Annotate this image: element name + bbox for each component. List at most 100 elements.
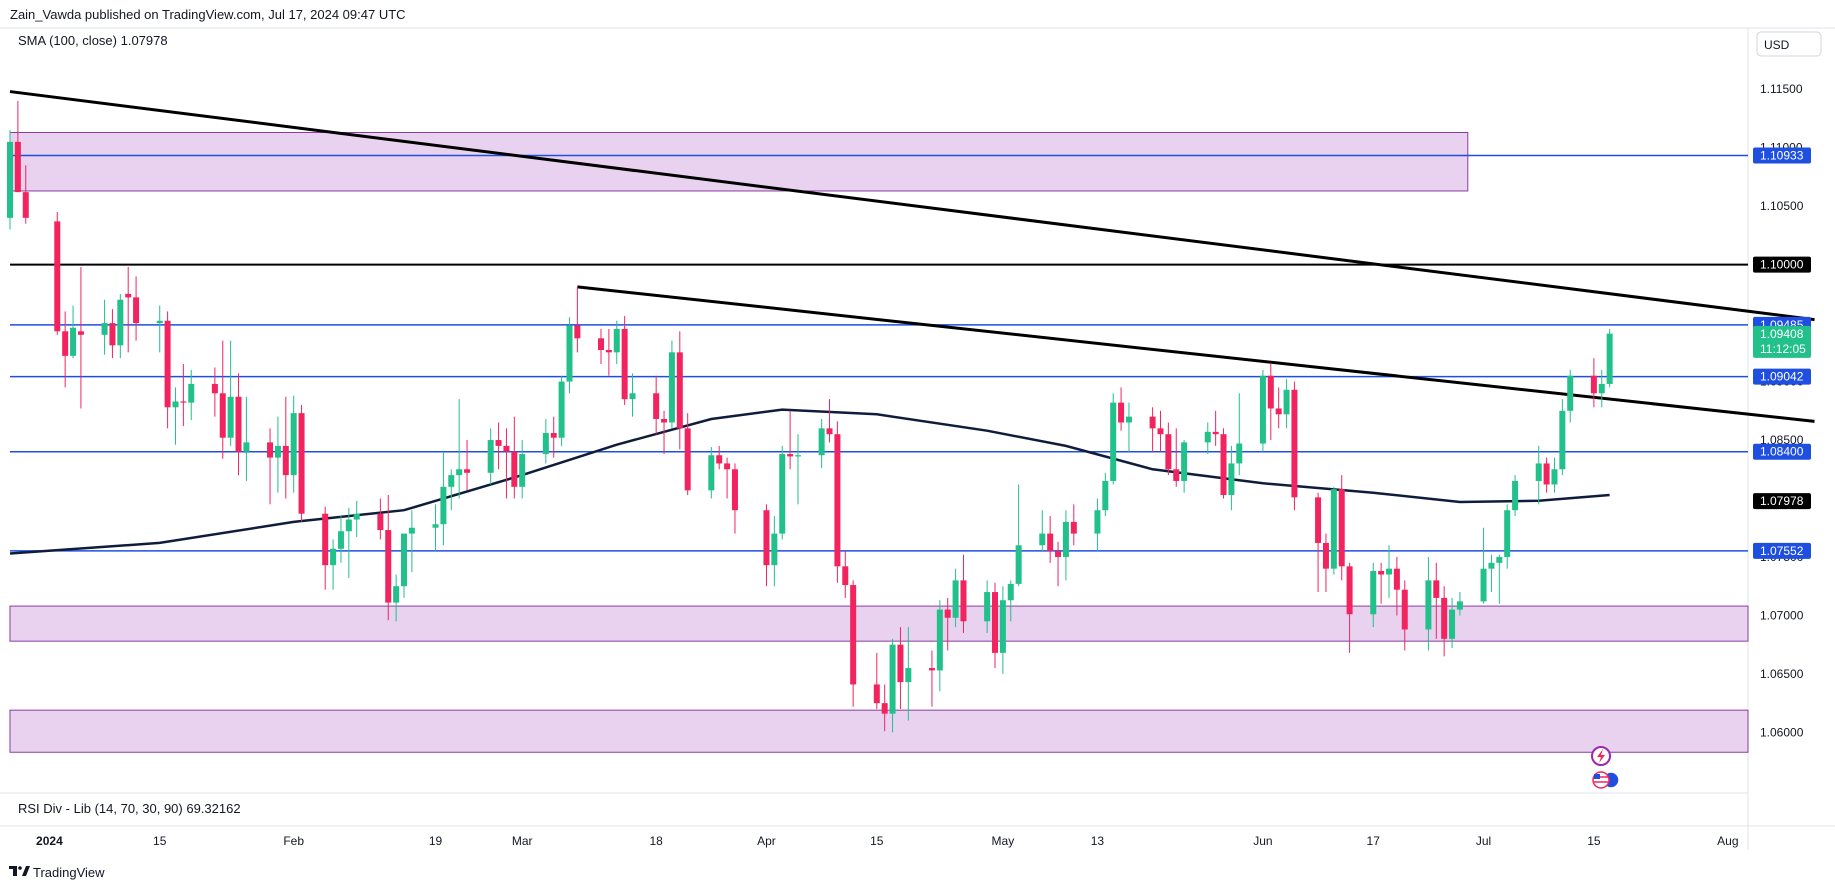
candle-body [992, 592, 998, 653]
x-tick-label: 2024 [36, 834, 63, 848]
candle [54, 212, 61, 335]
candle-body [1110, 402, 1117, 481]
candle [984, 580, 991, 633]
candle-body [1567, 375, 1574, 411]
candle [1315, 492, 1322, 593]
candle [558, 375, 565, 446]
candle-body [1504, 510, 1511, 557]
candle [1504, 504, 1511, 569]
candle-body [448, 475, 455, 487]
price-axis[interactable]: 1.060001.065001.070001.075001.080001.085… [1760, 82, 1804, 739]
candle [1007, 580, 1014, 622]
candle-body [385, 530, 392, 603]
candle-body [235, 396, 242, 452]
candle-body [1039, 533, 1046, 546]
candle [401, 533, 407, 598]
candle-body [952, 580, 959, 618]
candle-body [456, 469, 463, 476]
candle [117, 293, 124, 359]
candle-body [1433, 580, 1440, 598]
lightning-icon[interactable] [1591, 746, 1611, 766]
zones-layer [9, 132, 1749, 753]
trendlines-layer [9, 90, 1815, 423]
candle [1173, 428, 1180, 487]
candle-body [133, 297, 140, 324]
x-tick-label: May [992, 834, 1015, 848]
candle-body [1236, 443, 1243, 464]
candle-body [1259, 375, 1266, 444]
candle-body [999, 600, 1006, 653]
candle [1204, 422, 1211, 455]
badge-1.09042: 1.09042 [1753, 368, 1811, 385]
candle [1212, 410, 1219, 446]
candle [180, 364, 187, 427]
badge-1.07552: 1.07552 [1753, 542, 1811, 559]
candle [684, 413, 691, 495]
candle [1181, 440, 1188, 493]
x-tick-label: Apr [757, 834, 776, 848]
candle-body [566, 325, 573, 382]
x-tick-label: Feb [283, 834, 304, 848]
badge-1.07552-text: 1.07552 [1760, 544, 1804, 558]
candle-body [558, 381, 565, 438]
candle-body [1346, 566, 1353, 615]
candle-body [219, 393, 226, 438]
candle-body [1228, 463, 1235, 495]
candle-body [1480, 568, 1487, 602]
currency-button[interactable]: USD [1756, 31, 1822, 57]
candle [1480, 527, 1487, 604]
candle-body [180, 401, 187, 403]
candle-body [353, 513, 360, 520]
candle [393, 574, 400, 622]
current-price-bg [1753, 325, 1811, 358]
badge-1.10933: 1.10933 [1753, 147, 1811, 164]
candle-body [164, 320, 171, 408]
candle-body [503, 445, 510, 452]
candle [1401, 580, 1408, 651]
candle-body [227, 396, 234, 438]
candle-body [1165, 434, 1172, 470]
candle-body [889, 644, 896, 714]
candle [992, 582, 998, 669]
badge-1.08400-text: 1.08400 [1760, 445, 1804, 459]
candle [960, 554, 967, 633]
time-axis[interactable]: 2024 15 Feb 19 Mar 18 Apr 15 May 13 Jun 17 Jul 15 Aug [36, 834, 1738, 848]
candle-body [1330, 489, 1337, 569]
badge-sma-text: 1.07978 [1760, 494, 1804, 508]
candle-body [101, 323, 108, 335]
candle [235, 373, 242, 476]
published-caption: Zain_Vawda published on TradingView.com,… [10, 7, 406, 22]
badge-1.09042-text: 1.09042 [1760, 370, 1804, 384]
candle [1606, 328, 1613, 388]
candle [282, 396, 289, 499]
candle-body [1157, 428, 1164, 435]
candle [1449, 597, 1456, 649]
candle-body [1094, 510, 1101, 534]
sma-legend[interactable]: SMA (100, close) 1.07978 [18, 33, 168, 48]
candle [1370, 562, 1377, 628]
candle [1062, 510, 1069, 581]
candle-body [684, 428, 691, 491]
candle-body [1559, 410, 1566, 470]
price-badges: 1.109331.100001.094851.090421.084001.075… [1753, 147, 1811, 559]
x-tick-label: 17 [1367, 834, 1381, 848]
candle-body [873, 684, 880, 704]
tradingview-logo[interactable]: TradingView [9, 865, 105, 880]
candle-body [1512, 480, 1519, 511]
candle [676, 331, 683, 450]
candle-body [1456, 601, 1463, 610]
candle-body [1386, 568, 1392, 575]
candle-body [487, 440, 494, 473]
candle [1236, 393, 1243, 476]
candle-body [629, 393, 636, 400]
y-tick-label: 1.06000 [1760, 725, 1804, 739]
rsi-legend[interactable]: RSI Div - Lib (14, 70, 30, 90) 69.32162 [18, 801, 241, 816]
candle [440, 451, 447, 546]
candle-body [1543, 463, 1550, 485]
candle [1102, 472, 1109, 517]
candle-body [62, 331, 69, 356]
flag-icons[interactable] [1592, 771, 1620, 789]
